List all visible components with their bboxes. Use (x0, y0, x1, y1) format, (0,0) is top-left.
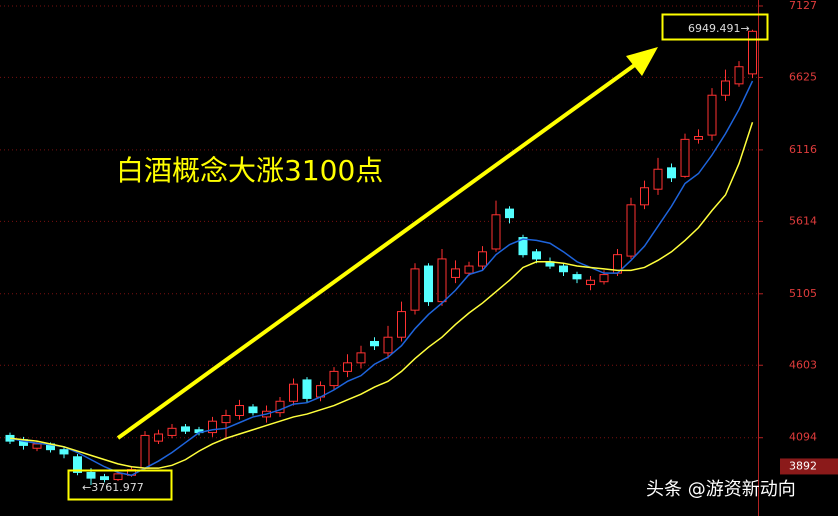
candle-body (100, 476, 109, 481)
moving-average (9, 80, 754, 477)
high-box (661, 13, 769, 41)
candle-body (478, 251, 487, 267)
candle-body (154, 433, 163, 442)
candle-body (640, 187, 649, 206)
candle-body (113, 473, 123, 481)
y-tick-label: 4603 (789, 358, 817, 371)
candle-body (140, 434, 150, 469)
candle-body (694, 136, 703, 140)
y-tick-label: 7127 (789, 0, 817, 12)
y-tick-label: 6625 (789, 70, 817, 83)
candle-body (491, 214, 501, 250)
y-tick-label: 5105 (789, 287, 817, 300)
candle-body (302, 379, 312, 399)
candle-body (572, 274, 582, 280)
candle-body (167, 427, 177, 436)
candle-body (343, 362, 352, 372)
candle-body (59, 449, 69, 455)
candle-body (586, 279, 595, 286)
candle-body (410, 268, 420, 311)
price-marker-bg (780, 458, 838, 475)
candle-body (32, 443, 42, 449)
moving-average (9, 122, 754, 469)
candle-body (707, 94, 717, 136)
candle-body (518, 237, 528, 256)
candle-body (221, 415, 231, 424)
candle-body (451, 268, 460, 278)
high-annotation: 6949.491→ (688, 22, 750, 35)
candle-body (626, 204, 636, 257)
candle-body (329, 370, 339, 387)
candle-body (383, 336, 393, 354)
trend-arrow (116, 62, 638, 440)
y-tick-label: 6116 (789, 143, 817, 156)
candle-body (667, 167, 676, 179)
candle-body (680, 138, 690, 177)
candle-body (424, 265, 433, 303)
candle-body (505, 208, 514, 219)
low-annotation: ←3761.977 (82, 481, 144, 494)
candle-body (275, 400, 285, 414)
candle-body (397, 311, 406, 338)
candle-body (734, 66, 744, 85)
watermark: 头条 @游资新动向 (646, 479, 796, 500)
y-tick-label: 4094 (789, 431, 817, 444)
candle-body (181, 426, 190, 432)
price-marker-label: 3892 (789, 459, 817, 472)
low-box (67, 469, 173, 501)
trend-arrow-head (626, 47, 658, 76)
candle-body (235, 405, 244, 417)
candle-body (748, 30, 757, 75)
candle-body (464, 265, 474, 274)
headline: 白酒概念大涨3100点 (116, 154, 383, 187)
candle-body (653, 168, 663, 190)
candle-body (559, 265, 568, 273)
candle-body (356, 352, 366, 364)
candle-body (532, 251, 541, 260)
candle-body (248, 406, 258, 414)
candle-body (86, 471, 96, 479)
candle-body (73, 456, 82, 473)
candle-body (721, 80, 730, 96)
candle-body (437, 258, 447, 303)
candle-body (370, 340, 379, 347)
y-tick-label: 5614 (789, 214, 817, 227)
candle-body (208, 420, 217, 434)
candle-body (289, 383, 298, 402)
candle-body (599, 274, 609, 283)
